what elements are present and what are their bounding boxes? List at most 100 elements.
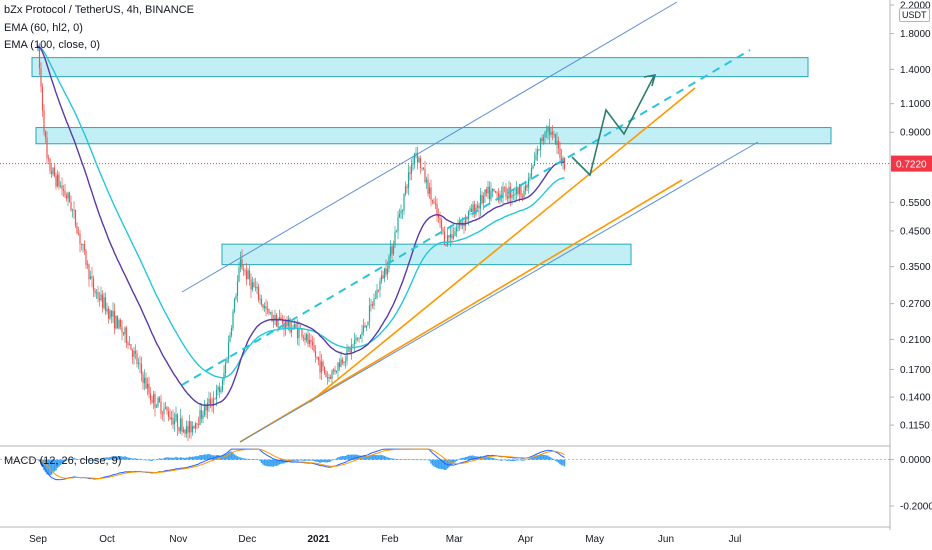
candle-body [298, 328, 300, 339]
macd-bar [511, 459, 513, 462]
macd-legend[interactable]: MACD (12, 26, close, 9) [4, 455, 122, 467]
macd-bar [65, 459, 68, 461]
macd-bar [41, 459, 44, 468]
macd-bar [383, 455, 386, 460]
macd-bar [77, 459, 80, 460]
candle-body [245, 270, 248, 280]
candle-body [89, 276, 92, 280]
macd-bar [320, 459, 323, 463]
candle-body [152, 394, 155, 403]
macd-bar [545, 455, 548, 460]
macd-bar [56, 459, 59, 468]
macd-bar [458, 458, 461, 460]
macd-bar [200, 455, 203, 460]
macd-bar [388, 457, 390, 460]
candle-body [478, 205, 480, 209]
candle-body [352, 344, 354, 346]
candle-body [544, 132, 546, 138]
macd-bar [557, 459, 560, 463]
candle-body [253, 282, 255, 288]
macd-bar [262, 459, 264, 465]
macd-bar [182, 457, 185, 460]
macd-bar [208, 453, 210, 460]
price-tick-label: 0.1400 [900, 393, 931, 404]
macd-bar [520, 459, 522, 461]
candle-body [334, 369, 336, 373]
macd-bar [61, 459, 63, 464]
candle-body [127, 342, 129, 345]
ema100-legend[interactable]: EMA (100, close, 0) [4, 39, 100, 51]
macd-bar [434, 459, 437, 468]
candle-body [166, 407, 168, 412]
candle-body [464, 217, 467, 227]
candle-body [230, 328, 233, 336]
candle-body [526, 185, 528, 188]
candle-body [386, 268, 389, 275]
candle-body [512, 194, 515, 196]
candle-body [233, 299, 236, 312]
candle-body [100, 294, 102, 301]
macd-bar [529, 458, 531, 460]
candle-body [341, 359, 344, 363]
price-tick-label: 1.8000 [900, 29, 931, 40]
candle-body [409, 172, 411, 174]
candle-body [151, 400, 153, 403]
candle-body [340, 359, 342, 367]
candle-body [365, 325, 368, 328]
candle-body [490, 191, 492, 200]
candle-body [184, 429, 186, 434]
macd-bar [368, 455, 371, 460]
candle-body [536, 149, 539, 155]
macd-bar [43, 459, 45, 471]
candle-body [244, 270, 246, 272]
macd-bar [110, 456, 113, 460]
macd-bar [334, 458, 336, 460]
macd-bar [202, 455, 204, 460]
currency-badge[interactable]: USDT [899, 8, 930, 22]
macd-bar [374, 455, 377, 460]
candle-body [530, 168, 533, 177]
candle-body [503, 186, 506, 188]
macd-bar [137, 458, 140, 460]
macd-bar [352, 454, 354, 460]
macd-bar [250, 459, 252, 460]
candle-body [488, 186, 491, 200]
time-axis-label: Dec [238, 534, 256, 545]
candle-body [79, 233, 81, 244]
macd-bar [95, 459, 98, 461]
macd-bar [109, 456, 111, 460]
candle-body [286, 320, 288, 327]
macd-bar [133, 458, 135, 460]
macd-bar [139, 458, 141, 460]
candle-body [362, 325, 365, 333]
candle-body [61, 185, 63, 190]
candle-body [371, 304, 374, 306]
macd-bar [448, 459, 450, 468]
candle-body [175, 414, 177, 421]
candle-body [313, 345, 315, 352]
macd-bar [559, 459, 561, 465]
candle-body [221, 379, 224, 391]
macd-bar [359, 455, 362, 460]
macd-bar [526, 459, 528, 461]
candle-body [370, 304, 372, 306]
macd-bar [70, 458, 72, 460]
ema60-legend[interactable]: EMA (60, hl2, 0) [4, 22, 83, 34]
candle-body [92, 277, 95, 291]
candle-body [137, 363, 140, 365]
candle-body [208, 398, 210, 403]
candle-body [257, 286, 260, 300]
candle-body [277, 320, 279, 327]
candle-body [107, 308, 110, 319]
macd-bar [125, 457, 128, 460]
candle-body [226, 358, 228, 363]
time-axis-label: Oct [99, 534, 115, 545]
price-tick-label: 0.3500 [900, 262, 931, 273]
macd-bar [164, 457, 167, 460]
candle-body [481, 195, 483, 204]
macd-bar [227, 452, 230, 460]
candles [37, 43, 566, 442]
candle-body [272, 320, 275, 322]
